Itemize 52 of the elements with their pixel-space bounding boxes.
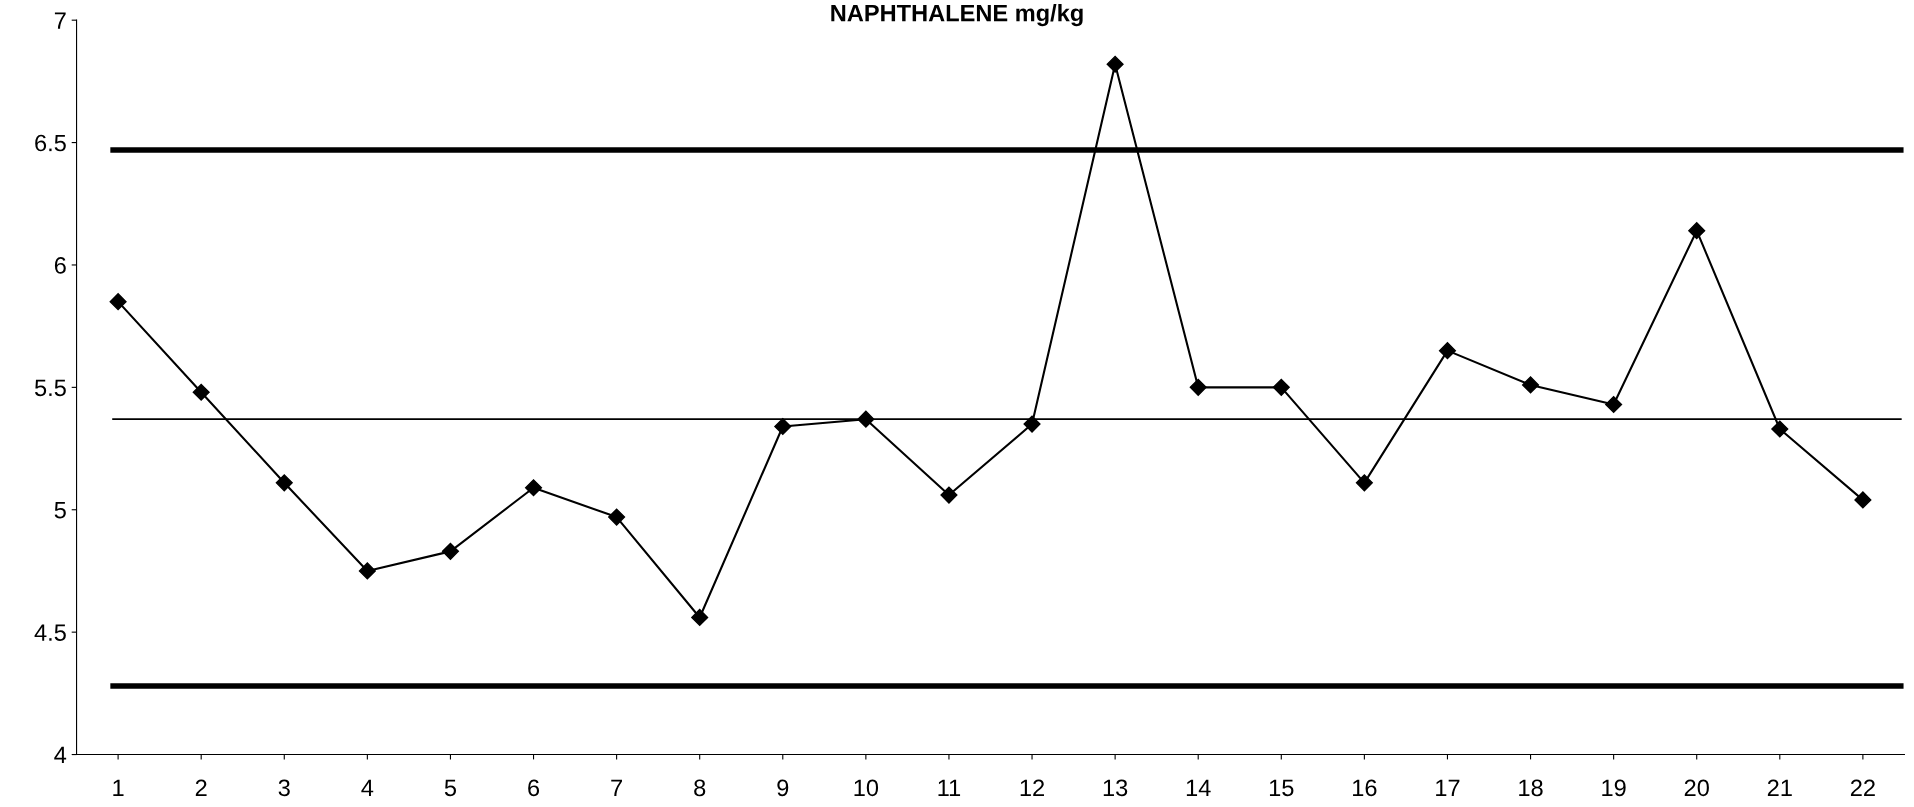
- y-tick-label: 5: [54, 502, 66, 519]
- y-tick-label: 6.5: [35, 134, 66, 152]
- point: [1355, 474, 1373, 492]
- x-tick-label: 19: [1602, 779, 1626, 797]
- point: [608, 508, 626, 526]
- x-tick-label: 14: [1186, 779, 1211, 796]
- x-tick-label: 15: [1269, 779, 1294, 797]
- x-tick-label: 12: [1020, 779, 1044, 796]
- point: [192, 383, 210, 401]
- point: [441, 542, 459, 560]
- x-tick-label: 8: [694, 779, 706, 797]
- point: [358, 562, 376, 580]
- chart-title: NAPHTHALENE mg/kg: [831, 4, 1083, 27]
- point: [275, 474, 293, 492]
- point: [1521, 376, 1540, 394]
- x-tick-label: 6: [528, 779, 540, 797]
- point: [1023, 415, 1041, 433]
- x-tick-label: 2: [195, 779, 207, 796]
- x-tick-label: 20: [1684, 779, 1709, 797]
- x-tick-label: 13: [1103, 779, 1128, 797]
- y-tick-label: 4: [54, 746, 67, 764]
- point: [857, 410, 875, 428]
- point: [691, 608, 709, 627]
- point: [1106, 55, 1124, 73]
- point: [1605, 395, 1623, 414]
- point: [1189, 378, 1207, 396]
- point: [1272, 378, 1290, 396]
- x-tick-label: 4: [361, 779, 374, 796]
- x-tick-label: 9: [777, 779, 789, 797]
- y-tick-label: 4.5: [34, 624, 66, 641]
- point: [1688, 222, 1706, 240]
- point: [1854, 491, 1872, 509]
- x-tick-label: 3: [278, 779, 290, 797]
- x-tick-label: 21: [1767, 779, 1792, 796]
- x-tick-label: 1: [113, 779, 124, 796]
- y-tick-label: 6: [54, 257, 66, 274]
- point: [1438, 342, 1457, 360]
- point: [1771, 420, 1789, 438]
- point: [774, 417, 792, 436]
- point: [940, 486, 958, 504]
- x-tick-label: 17: [1436, 779, 1460, 796]
- y-tick-label: 5.5: [34, 379, 66, 397]
- x-tick-label: 16: [1353, 779, 1377, 797]
- x-tick-label: 11: [938, 779, 961, 796]
- x-tick-label: 22: [1850, 779, 1875, 796]
- x-tick-label: 10: [854, 779, 879, 797]
- point: [109, 293, 127, 311]
- point: [524, 479, 543, 497]
- x-tick-label: 5: [444, 779, 457, 797]
- x-tick-label: 7: [611, 779, 622, 796]
- x-tick-label: 18: [1519, 779, 1543, 797]
- y-tick-label: 7: [54, 12, 66, 29]
